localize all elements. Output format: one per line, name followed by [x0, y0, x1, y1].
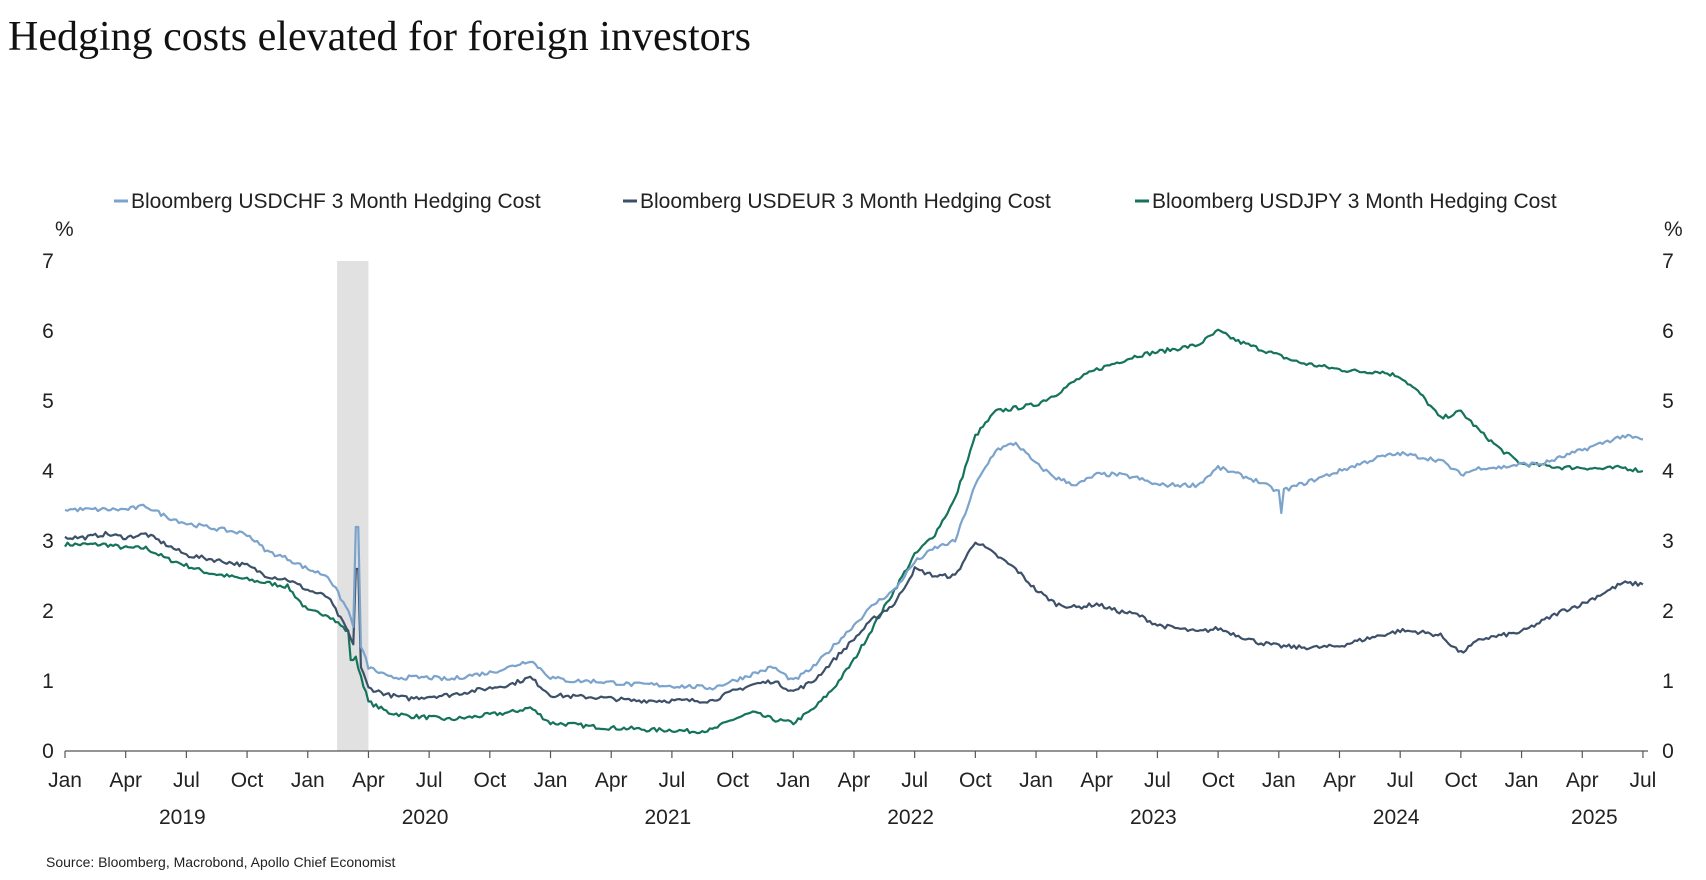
- x-tick-month: Apr: [595, 769, 628, 792]
- y-axis-ticks: 0 0 1 1 2 2 3 3 4 4 5 5 6 6 7 7: [42, 250, 1674, 763]
- legend-label-0: Bloomberg USDCHF 3 Month Hedging Cost: [131, 190, 541, 213]
- y-tick-right-7: 7: [1662, 250, 1674, 273]
- x-tick-month: Oct: [1445, 769, 1478, 792]
- x-tick-month: Jul: [901, 769, 928, 792]
- x-axis-ticks: Jan Apr Jul Oct Jan Apr Jul Oct Jan Apr Jul Oct Jan A…: [48, 751, 1656, 829]
- x-year-label-2020: 2020: [402, 806, 449, 829]
- y-tick-left-3: 3: [42, 530, 54, 553]
- x-tick-month: Oct: [716, 769, 749, 792]
- y-tick-left-7: 7: [42, 250, 54, 273]
- series-line-usdeur: [64, 530, 1644, 704]
- x-tick-month: Jan: [48, 769, 82, 792]
- y-tick-left-0: 0: [42, 740, 54, 763]
- y-tick-right-0: 0: [1662, 740, 1674, 763]
- y-tick-left-5: 5: [42, 390, 54, 413]
- x-tick-month: Jan: [1262, 769, 1296, 792]
- x-year-label-2024: 2024: [1373, 806, 1420, 829]
- x-tick-month: Apr: [352, 769, 385, 792]
- x-tick-month: Apr: [838, 769, 871, 792]
- source-note: Source: Bloomberg, Macrobond, Apollo Chi…: [46, 854, 396, 870]
- x-tick-month: Oct: [231, 769, 264, 792]
- x-year-label-2019: 2019: [159, 806, 206, 829]
- y-tick-left-1: 1: [42, 670, 54, 693]
- legend: Bloomberg USDCHF 3 Month Hedging Cost Blo…: [114, 190, 1557, 213]
- legend-label-1: Bloomberg USDEUR 3 Month Hedging Cost: [640, 190, 1051, 213]
- y-axis-unit-left: %: [55, 218, 74, 241]
- x-tick-month: Jul: [1387, 769, 1414, 792]
- x-tick-month: Apr: [1080, 769, 1113, 792]
- chart-title: Hedging costs elevated for foreign inves…: [8, 14, 751, 60]
- x-year-label-2025: 2025: [1571, 806, 1618, 829]
- recession-shading: [337, 261, 369, 751]
- x-tick-month: Jan: [776, 769, 810, 792]
- legend-label-2: Bloomberg USDJPY 3 Month Hedging Cost: [1152, 190, 1557, 213]
- x-tick-month: Jul: [173, 769, 200, 792]
- y-tick-right-1: 1: [1662, 670, 1674, 693]
- x-tick-month: Apr: [1323, 769, 1356, 792]
- x-tick-month: Apr: [1566, 769, 1599, 792]
- x-tick-month: Jan: [1019, 769, 1053, 792]
- y-tick-left-6: 6: [42, 320, 54, 343]
- x-tick-month: Jan: [291, 769, 325, 792]
- y-tick-left-4: 4: [42, 460, 54, 483]
- x-tick-month: Jul: [1144, 769, 1171, 792]
- series-lines: [64, 328, 1644, 735]
- x-tick-month: Jul: [416, 769, 443, 792]
- series-line-usdchf: [64, 433, 1644, 691]
- y-tick-right-5: 5: [1662, 390, 1674, 413]
- x-tick-month: Oct: [959, 769, 992, 792]
- x-tick-month: Apr: [109, 769, 142, 792]
- x-year-label-2022: 2022: [887, 806, 934, 829]
- x-year-label-2023: 2023: [1130, 806, 1177, 829]
- y-tick-left-2: 2: [42, 600, 54, 623]
- y-tick-right-6: 6: [1662, 320, 1674, 343]
- x-tick-month: Jul: [658, 769, 685, 792]
- x-tick-month: Oct: [473, 769, 506, 792]
- x-tick-month: Jan: [1505, 769, 1539, 792]
- x-year-label-2021: 2021: [644, 806, 691, 829]
- y-tick-right-2: 2: [1662, 600, 1674, 623]
- y-tick-right-3: 3: [1662, 530, 1674, 553]
- x-tick-month: Jan: [534, 769, 568, 792]
- series-line-usdjpy: [64, 328, 1644, 735]
- y-axis-unit-right: %: [1664, 218, 1683, 241]
- x-tick-month: Oct: [1202, 769, 1235, 792]
- x-tick-month: Jul: [1630, 769, 1657, 792]
- y-tick-right-4: 4: [1662, 460, 1674, 483]
